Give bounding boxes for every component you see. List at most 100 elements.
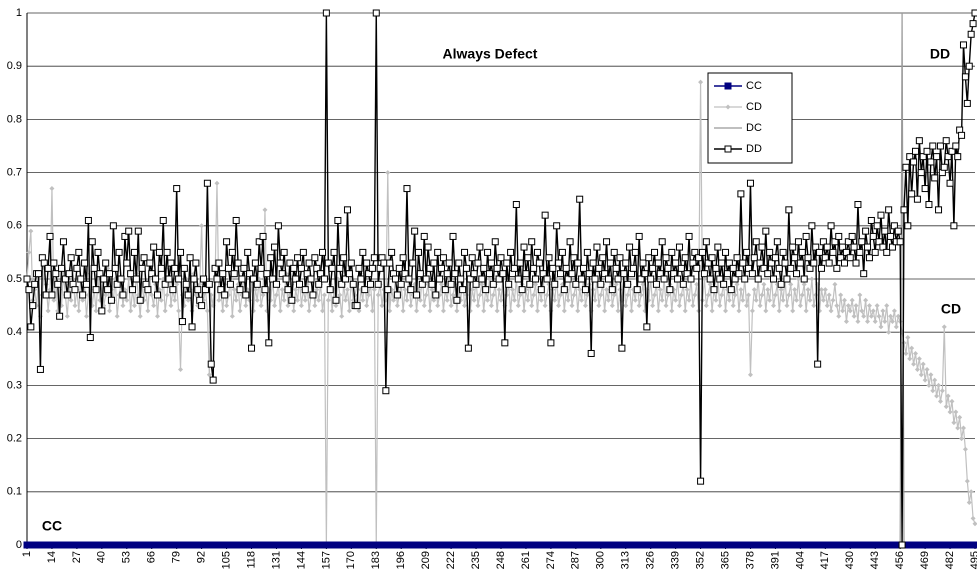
marker: [794, 297, 800, 303]
marker: [471, 297, 477, 303]
marker: [739, 259, 747, 267]
marker: [914, 366, 920, 372]
marker: [140, 254, 148, 262]
marker: [879, 243, 887, 251]
marker: [113, 280, 121, 288]
marker: [466, 275, 474, 283]
marker: [482, 286, 490, 294]
marker: [438, 264, 446, 272]
marker: [585, 270, 593, 278]
marker: [49, 186, 55, 192]
marker: [746, 179, 754, 187]
marker: [63, 291, 71, 299]
marker: [413, 291, 421, 299]
marker: [52, 270, 60, 278]
marker: [842, 297, 848, 303]
marker: [611, 292, 617, 298]
marker: [840, 308, 846, 314]
marker: [153, 291, 161, 299]
marker: [702, 238, 710, 246]
marker: [690, 303, 696, 309]
marker: [737, 190, 745, 198]
marker: [813, 292, 819, 298]
marker: [652, 280, 660, 288]
marker: [891, 308, 897, 314]
marker: [547, 339, 555, 347]
x-tick-label: 157: [320, 551, 332, 569]
marker: [313, 264, 321, 272]
marker: [252, 287, 258, 293]
marker: [886, 329, 892, 335]
marker: [784, 303, 790, 309]
marker: [868, 313, 874, 319]
marker: [869, 232, 877, 240]
x-tick-label: 495: [969, 551, 977, 569]
marker: [530, 264, 538, 272]
marker: [708, 254, 716, 262]
marker: [773, 238, 781, 246]
marker: [887, 232, 895, 240]
marker: [234, 259, 242, 267]
marker: [485, 297, 491, 303]
marker: [666, 286, 674, 294]
marker: [198, 302, 206, 310]
marker: [319, 248, 327, 256]
marker: [131, 303, 137, 309]
marker: [637, 275, 645, 283]
marker: [842, 248, 850, 256]
marker: [596, 303, 602, 309]
marker: [555, 259, 563, 267]
marker: [810, 259, 818, 267]
marker: [805, 287, 811, 293]
marker: [82, 280, 90, 288]
marker: [811, 303, 817, 309]
marker: [386, 259, 394, 267]
y-tick-label: 0.2: [7, 433, 22, 445]
marker: [771, 303, 777, 309]
marker: [282, 275, 290, 283]
marker: [740, 297, 746, 303]
marker: [569, 303, 575, 309]
marker: [104, 286, 112, 294]
marker: [870, 308, 876, 314]
marker: [824, 303, 830, 309]
marker: [537, 286, 545, 294]
marker: [80, 297, 86, 303]
marker: [854, 201, 862, 209]
marker: [853, 303, 859, 309]
marker: [904, 222, 912, 230]
marker: [268, 297, 274, 303]
marker: [539, 270, 547, 278]
marker: [960, 425, 966, 431]
marker: [302, 297, 308, 303]
marker: [441, 286, 449, 294]
marker: [320, 308, 326, 314]
marker: [360, 297, 366, 303]
marker: [946, 179, 954, 187]
marker: [400, 308, 406, 314]
marker: [155, 248, 163, 256]
marker: [257, 264, 265, 272]
marker: [885, 206, 893, 214]
marker: [431, 297, 437, 303]
marker: [293, 287, 299, 293]
marker: [305, 259, 313, 267]
marker: [285, 303, 291, 309]
marker: [59, 238, 67, 246]
marker: [176, 308, 182, 314]
marker: [788, 281, 794, 287]
marker: [528, 238, 536, 246]
marker: [871, 248, 879, 256]
marker: [722, 248, 730, 256]
marker: [309, 291, 317, 299]
marker: [145, 308, 151, 314]
marker: [301, 286, 309, 294]
marker: [792, 287, 798, 293]
marker: [939, 388, 945, 394]
marker: [515, 303, 521, 309]
marker: [932, 377, 938, 383]
marker: [27, 323, 35, 331]
marker: [64, 313, 70, 319]
marker: [557, 292, 563, 298]
marker: [972, 521, 977, 527]
